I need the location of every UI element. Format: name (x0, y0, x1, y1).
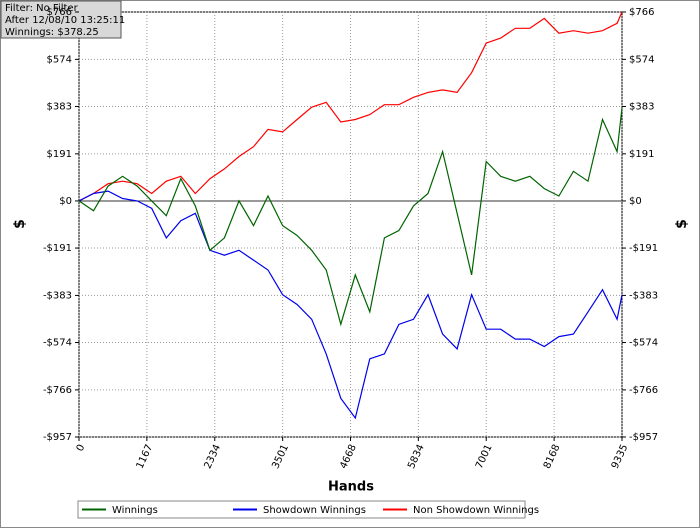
y-tick-label: $766 (47, 7, 72, 18)
y-axis-label: $ (12, 219, 28, 229)
y-tick-label: -$957 (43, 432, 72, 443)
legend (77, 500, 526, 519)
y2-tick-label: $191 (629, 149, 654, 160)
y2-tick-label: $766 (629, 7, 654, 18)
y2-tick-label: -$383 (629, 290, 658, 301)
legend-label: Showdown Winnings (263, 505, 366, 516)
series-line (78, 11, 623, 202)
y2-tick-label: -$191 (629, 243, 658, 254)
y-tick-label: $191 (47, 149, 72, 160)
y-tick-label: -$191 (43, 243, 72, 254)
y-tick-label: $383 (47, 101, 72, 112)
y-tick-label: $0 (59, 196, 72, 207)
series-line (78, 107, 623, 327)
y2-tick-label: -$957 (629, 432, 658, 443)
legend-label: Winnings (112, 505, 158, 516)
y-tick-label: -$574 (43, 338, 72, 349)
info-line: Filter: No Filter (5, 3, 79, 14)
series-line (78, 190, 623, 420)
y-tick-label: -$766 (43, 385, 72, 396)
y-tick-label: -$383 (43, 290, 72, 301)
legend-label: Non Showdown Winnings (413, 505, 539, 516)
info-line: After 12/08/10 13:25:11 (5, 15, 125, 26)
info-line: Winnings: $378.25 (5, 27, 99, 38)
y2-tick-label: -$574 (629, 338, 658, 349)
y2-tick-label: $574 (629, 54, 654, 65)
x-axis-label: Hands (328, 480, 374, 495)
y2-tick-label: $0 (629, 196, 642, 207)
y2-axis-label: $ (674, 219, 690, 229)
y2-tick-label: -$766 (629, 385, 658, 396)
x-tick-label: 0 (75, 443, 88, 453)
y-tick-label: $574 (47, 54, 72, 65)
info-box (0, 0, 122, 39)
y2-tick-label: $383 (629, 101, 654, 112)
